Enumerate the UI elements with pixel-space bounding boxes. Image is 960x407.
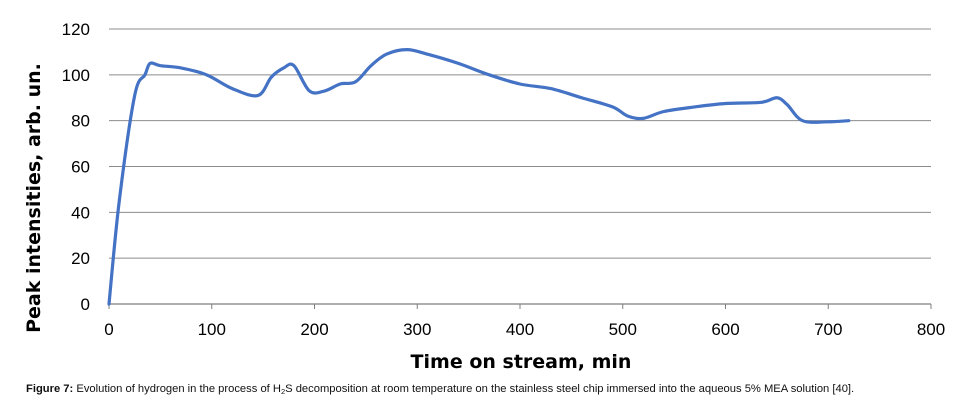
data-series (107, 48, 851, 306)
y-tick-labels: 0 20 40 60 80 100 120 (62, 20, 90, 314)
x-tick-label: 400 (506, 320, 534, 339)
figure-caption: Figure 7: Evolution of hydrogen in the p… (26, 381, 956, 397)
x-tick-label: 700 (814, 320, 842, 339)
x-axis-label: Time on stream, min (411, 351, 632, 373)
x-tick-label: 800 (917, 320, 945, 339)
caption-text-part1: Evolution of hydrogen in the process of … (73, 383, 281, 395)
x-tick-labels: 0 100 200 300 400 500 600 700 800 (104, 320, 945, 339)
y-tick-label: 40 (71, 203, 90, 222)
y-tick-label: 20 (71, 249, 90, 268)
axes (108, 303, 932, 309)
figure-label: Figure 7: (26, 383, 74, 395)
line-chart: 0 20 40 60 80 100 120 0 100 200 300 400 500 600 700 80… (23, 20, 945, 373)
y-tick-label: 80 (71, 112, 90, 131)
caption-subscript: 2 (280, 387, 286, 396)
y-tick-label: 60 (71, 158, 90, 177)
y-tick-label: 120 (62, 20, 90, 39)
gridlines (109, 28, 931, 259)
y-axis-label: Peak intensities, arb. un. (23, 63, 45, 333)
x-tick-label: 100 (198, 320, 226, 339)
x-tick-label: 300 (403, 320, 431, 339)
x-tick-label: 0 (104, 320, 113, 339)
caption-text-part2: S decomposition at room temperature on t… (285, 383, 855, 395)
series-line (107, 48, 851, 306)
y-tick-label: 0 (81, 295, 90, 314)
x-tick-label: 500 (609, 320, 637, 339)
y-tick-label: 100 (62, 66, 90, 85)
x-tick-label: 600 (711, 320, 739, 339)
x-tick-label: 200 (300, 320, 328, 339)
